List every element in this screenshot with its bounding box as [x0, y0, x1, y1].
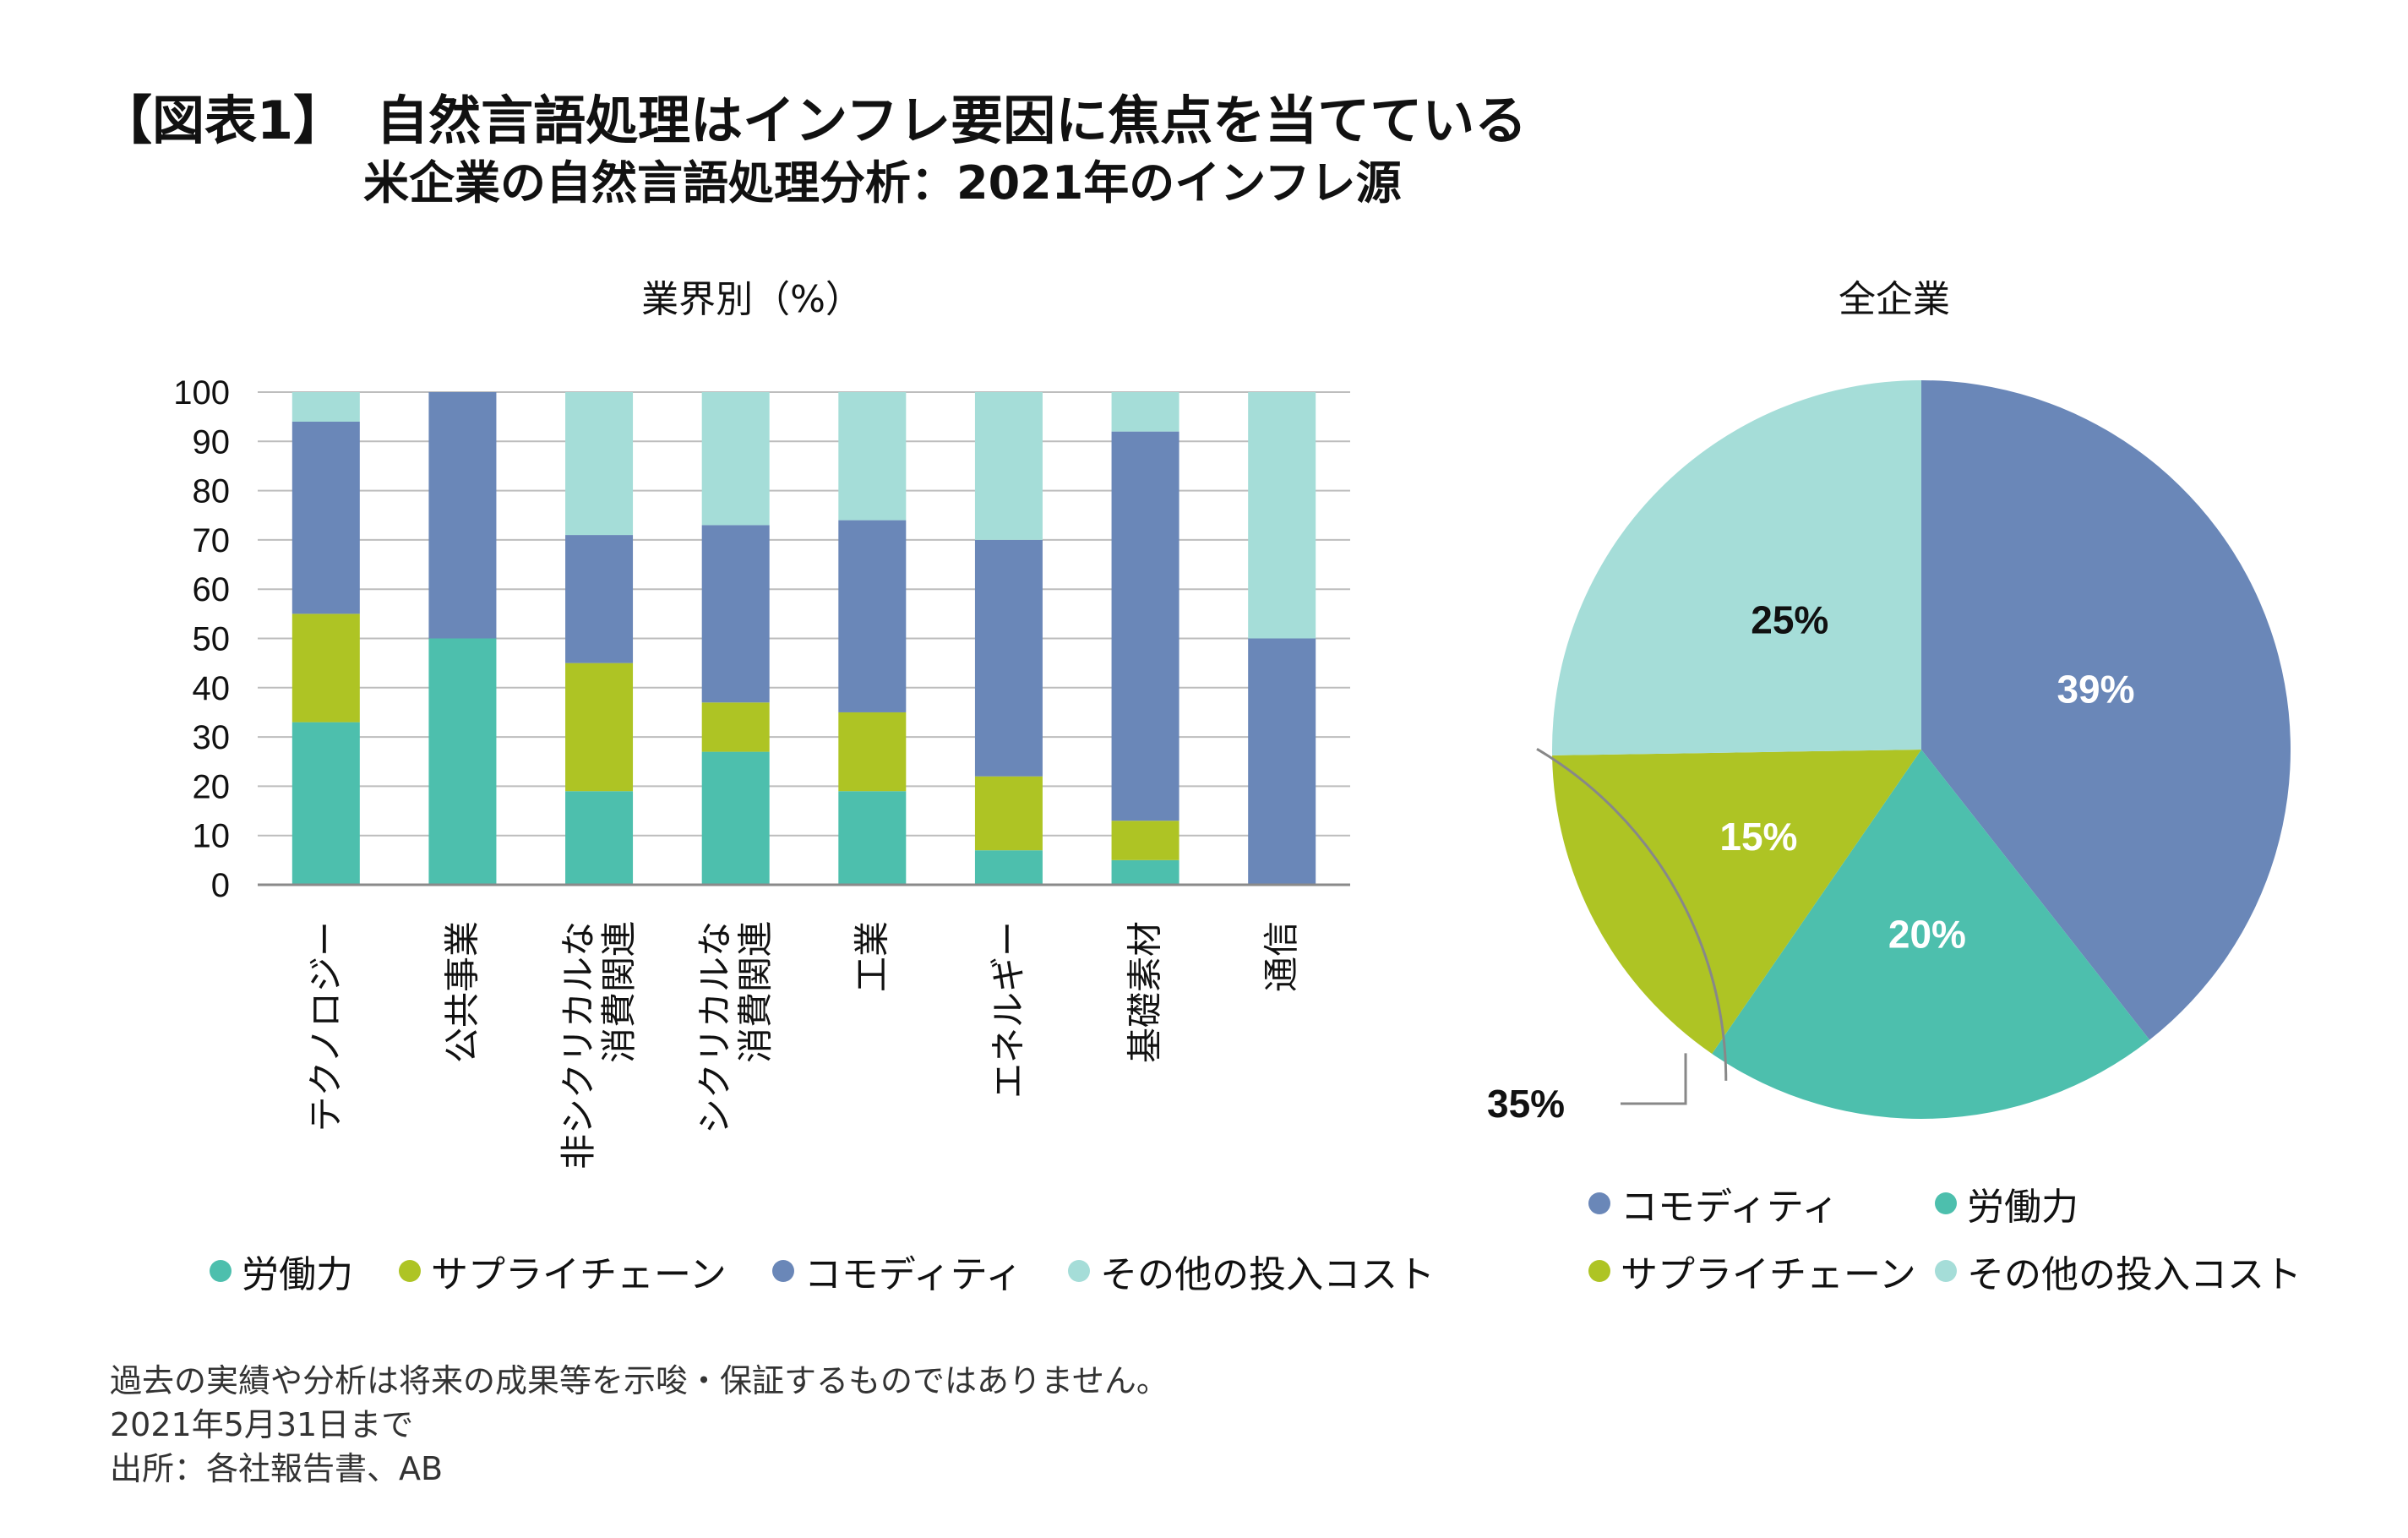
legend-label-supply: サプライチェーン [1621, 1253, 1916, 1296]
note-disclaimer: 過去の実績や分析は将来の成果等を示唆・保証するものではありません。 [110, 1362, 1169, 1399]
bar-3-other [565, 392, 634, 536]
y-tick-label-80: 80 [193, 473, 231, 510]
x-category-label-2: 公共事業 [441, 921, 482, 1063]
y-tick-label-20: 20 [193, 768, 231, 805]
figure-number: 【図表1】 [100, 90, 346, 151]
bar-7-supply [1111, 821, 1179, 860]
x-category-label-8: 通信 [1261, 921, 1302, 992]
y-tick-label-70: 70 [193, 522, 231, 559]
bar-2-commodity [428, 392, 497, 639]
x-category-label-3-2: 消費関連 [598, 921, 640, 1063]
pie-label-labor: 20% [1888, 912, 1966, 956]
pie-legend-row-1: コモディティ 労働力 [1588, 1176, 2078, 1230]
bar-8-other [1248, 392, 1316, 639]
legend-item-labor: 労働力 [1935, 1176, 2078, 1230]
pie-label-other: 25% [1751, 598, 1828, 642]
pie-panel-title: 全企業 [1839, 278, 1950, 321]
legend-item-supply: サプライチェーン [399, 1244, 727, 1298]
legend-swatch-other [1935, 1260, 1957, 1282]
bar-5-other [838, 392, 907, 521]
bar-2-labor [428, 638, 497, 885]
bar-4-commodity [701, 525, 770, 703]
pie-label-commodity: 39% [2057, 668, 2134, 712]
x-category-label-5: 工業 [851, 921, 892, 992]
bar-6-supply [974, 776, 1043, 851]
pie-label-supply: 15% [1719, 815, 1797, 859]
pie-bracket-arc [1536, 747, 1728, 1081]
bar-7-other [1111, 392, 1179, 432]
legend-label-labor: 労働力 [1967, 1186, 2078, 1229]
legend-swatch-commodity [771, 1260, 794, 1282]
bar-6-labor [974, 850, 1043, 885]
bar-8-commodity [1248, 638, 1316, 885]
legend-label-supply: サプライチェーン [431, 1253, 727, 1296]
pie-slice-labor [1712, 750, 2150, 1119]
pie-bracket-label: 35% [1487, 1082, 1565, 1126]
legend-swatch-labor [1935, 1192, 1957, 1214]
x-category-label-3-1: 非シクリカルな [558, 921, 599, 1170]
bar-1-supply [291, 614, 360, 723]
bar-7-labor [1111, 859, 1179, 885]
pie-slice-commodity [1921, 380, 2291, 1040]
y-tick-label-40: 40 [193, 670, 231, 707]
legend-label-labor: 労働力 [242, 1253, 353, 1296]
legend-label-commodity: コモディティ [804, 1253, 1023, 1296]
bar-6-other [974, 392, 1043, 540]
y-tick-label-0: 0 [211, 867, 230, 904]
bar-4-labor [701, 751, 770, 885]
pie-slice-supply [1552, 750, 1921, 1054]
bar-4-supply [701, 702, 770, 752]
legend-label-other: その他の投入コスト [1967, 1253, 2302, 1296]
figure-title: 自然言語処理はインフレ要因に焦点を当てている [376, 90, 1528, 151]
y-tick-label-10: 10 [193, 818, 231, 855]
bar-1-other [291, 392, 360, 422]
bar-5-supply [838, 712, 907, 792]
legend-item-commodity: コモディティ [1588, 1176, 1935, 1230]
bar-5-commodity [838, 520, 907, 712]
note-date: 2021年5月31日まで [110, 1406, 414, 1443]
x-category-label-6: エネルギー [988, 921, 1029, 1099]
y-tick-label-30: 30 [193, 719, 231, 756]
x-category-label-4-2: 消費関連 [735, 921, 776, 1063]
legend-label-other: その他の投入コスト [1100, 1253, 1436, 1296]
pie-slice-other [1552, 380, 1921, 755]
legend-item-other: その他の投入コスト [1935, 1244, 2302, 1298]
bar-3-labor [565, 791, 634, 885]
pie-legend-row-2: サプライチェーン その他の投入コスト [1588, 1244, 2302, 1298]
bar-5-labor [838, 791, 907, 885]
y-tick-label-60: 60 [193, 571, 231, 608]
y-tick-label-100: 100 [173, 374, 230, 412]
chart-title: 【図表1】 自然言語処理はインフレ要因に焦点を当てている [100, 78, 1527, 154]
bar-legend: 労働力 サプライチェーン コモディティ その他の投入コスト [210, 1244, 1435, 1298]
legend-swatch-supply [1588, 1260, 1610, 1282]
bar-3-commodity [565, 535, 634, 663]
bar-6-commodity [974, 539, 1043, 777]
legend-item-other: その他の投入コスト [1068, 1244, 1435, 1298]
legend-item-supply: サプライチェーン [1588, 1244, 1935, 1298]
legend-swatch-supply [399, 1260, 421, 1282]
legend-item-labor: 労働力 [210, 1244, 353, 1298]
pie-bracket-leader [1621, 1053, 1687, 1105]
bar-1-commodity [291, 421, 360, 614]
bar-7-commodity [1111, 431, 1179, 821]
bar-4-other [701, 392, 770, 526]
y-tick-label-90: 90 [193, 423, 231, 461]
x-category-label-7: 基礎素材 [1125, 921, 1166, 1063]
note-source: 出所：各社報告書、AB [110, 1450, 444, 1487]
legend-item-commodity: コモディティ [771, 1244, 1023, 1298]
bar-3-supply [565, 663, 634, 792]
legend-swatch-other [1068, 1260, 1091, 1282]
bar-panel-title: 業界別（%） [641, 278, 863, 321]
x-category-label-1: テクノロジー [305, 921, 346, 1132]
legend-swatch-labor [210, 1260, 232, 1282]
x-category-label-4-1: シクリカルな [695, 921, 736, 1134]
chart-subtitle: 米企業の自然言語処理分析：2021年のインフレ源 [363, 156, 1402, 210]
y-tick-label-50: 50 [193, 621, 231, 658]
legend-swatch-commodity [1588, 1192, 1610, 1214]
bar-1-labor [291, 722, 360, 885]
legend-label-commodity: コモディティ [1621, 1186, 1839, 1229]
